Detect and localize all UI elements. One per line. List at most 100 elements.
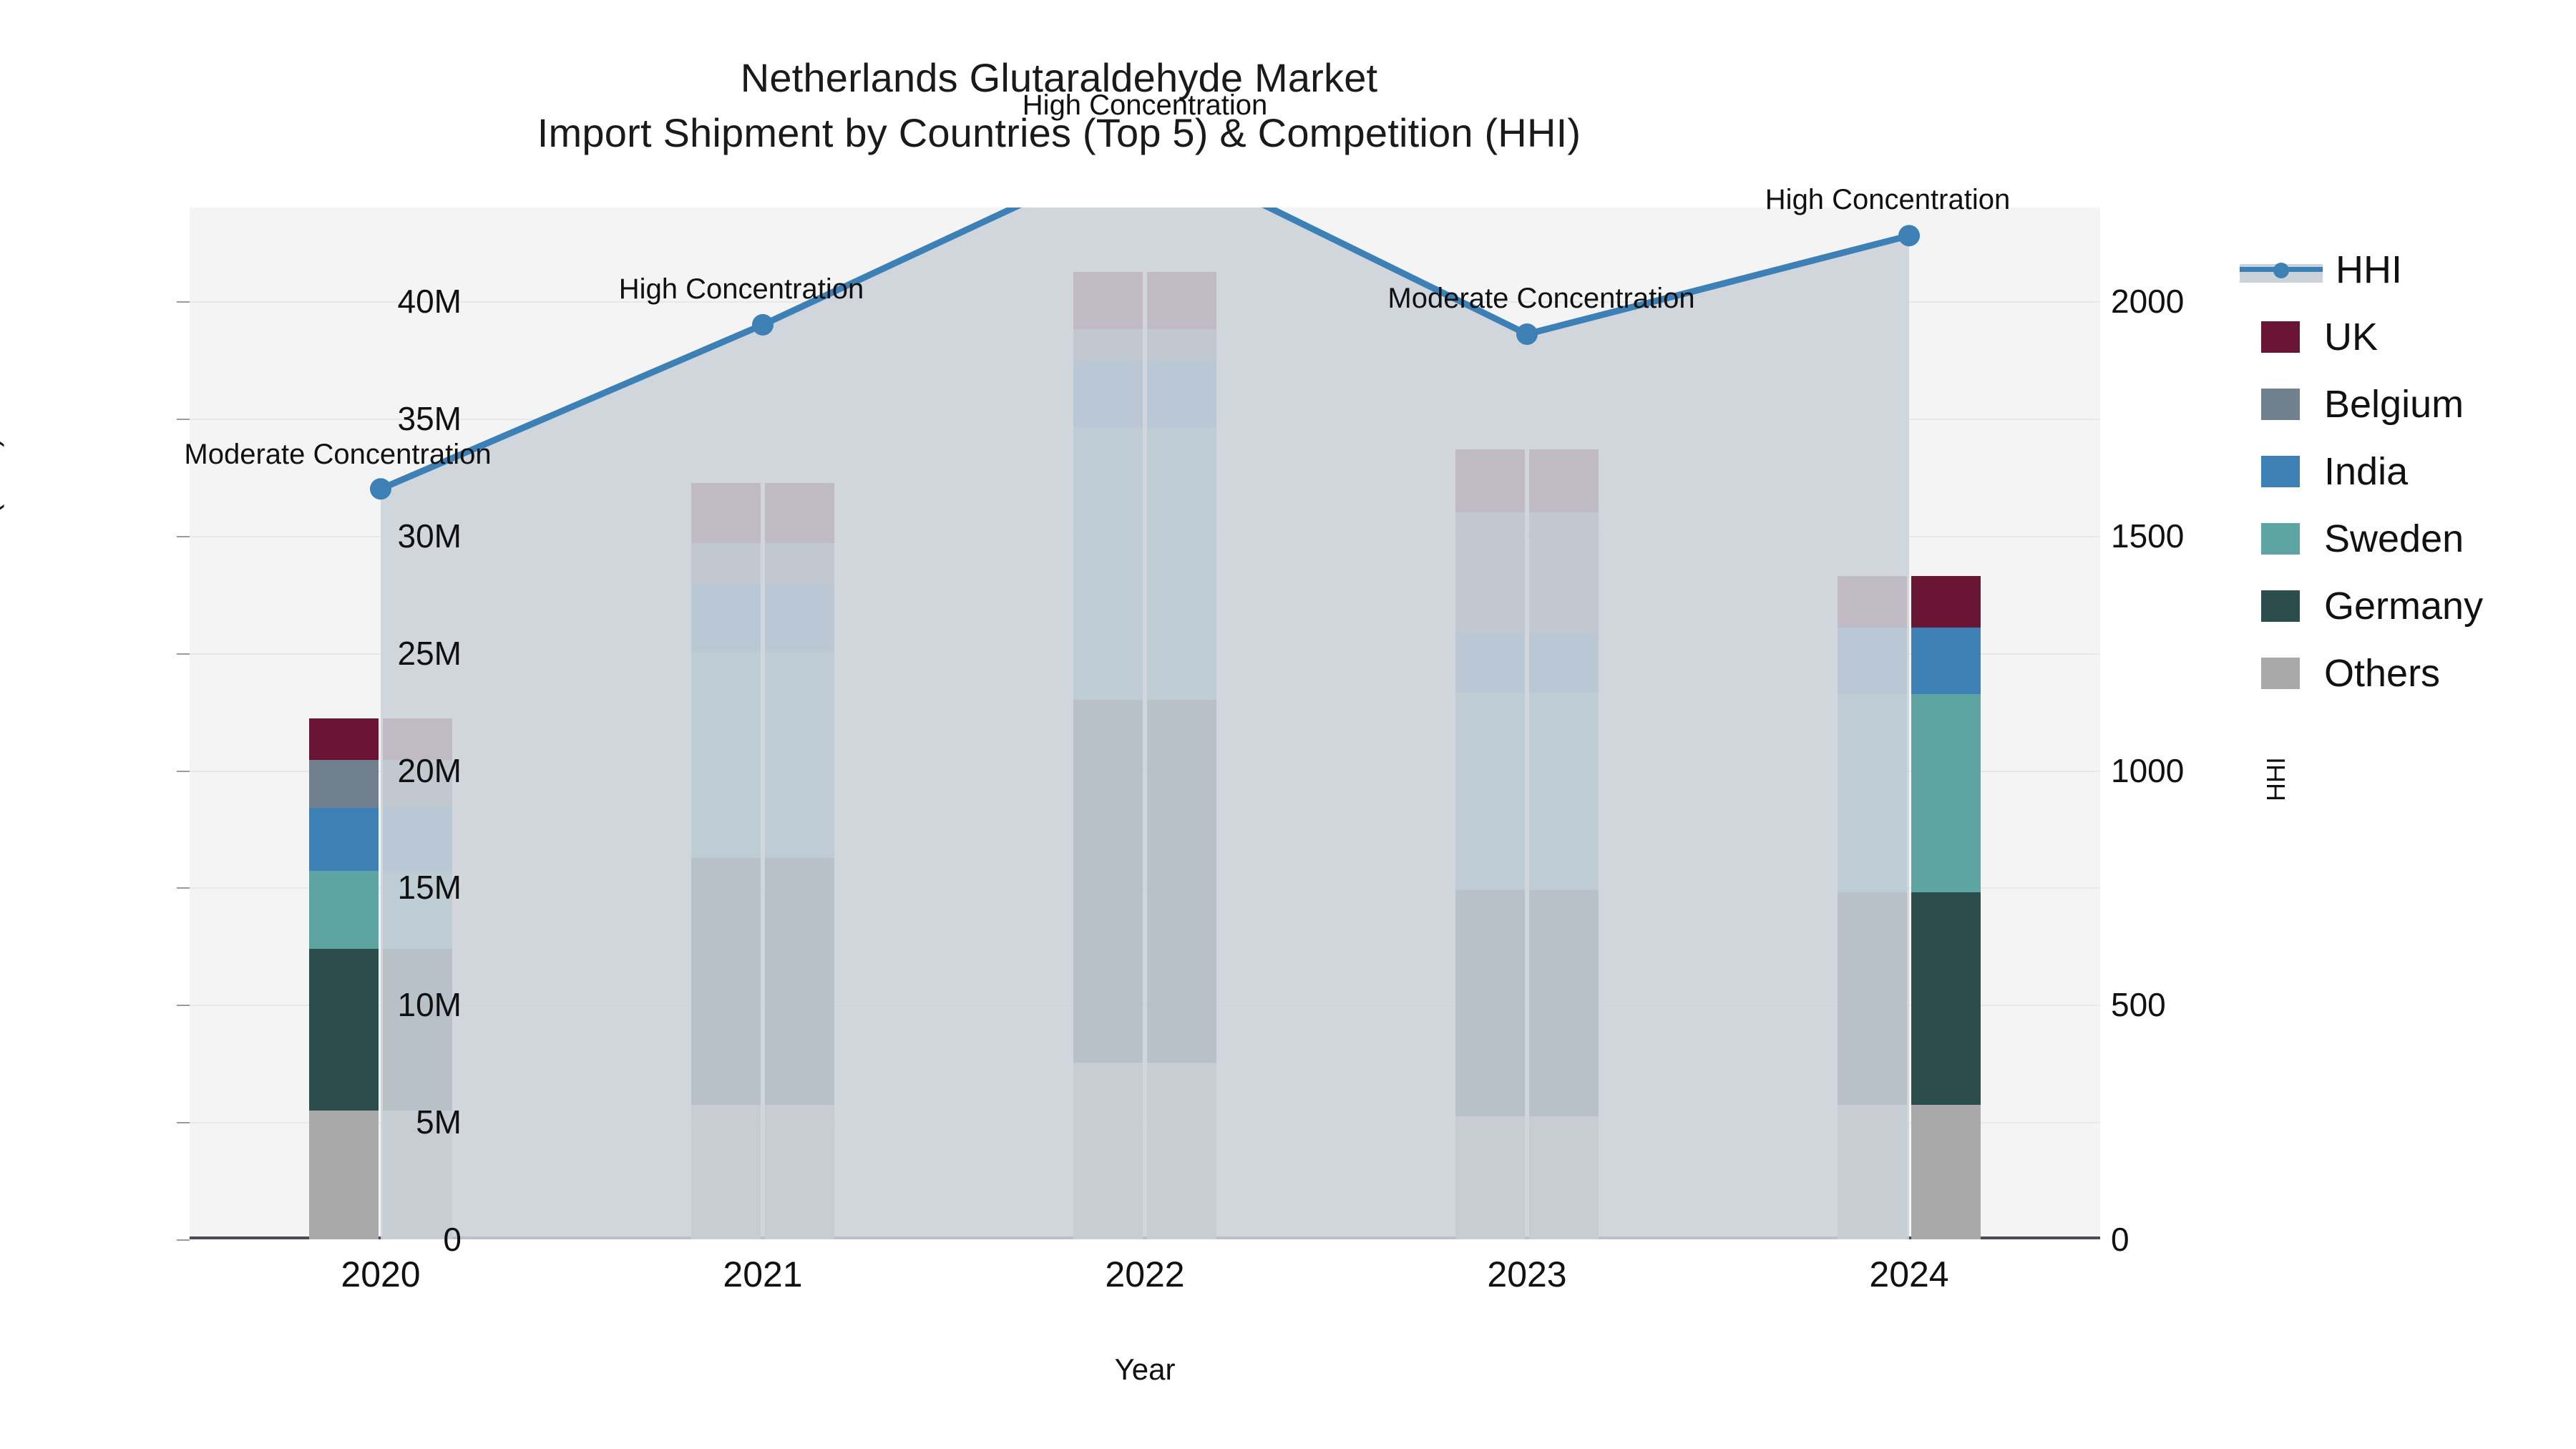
legend-swatch-india	[2261, 456, 2300, 487]
bar-segment-india[interactable]	[765, 584, 834, 653]
x-tick-label-2023: 2023	[1487, 1254, 1567, 1294]
bar-segment-sweden[interactable]	[1147, 428, 1216, 701]
bar-segment-sweden[interactable]	[309, 871, 379, 949]
gridline	[190, 887, 2100, 889]
bar-segment-others[interactable]	[1911, 1104, 1981, 1239]
bar-segment-others[interactable]	[1147, 1062, 1216, 1239]
bar-segment-india[interactable]	[1911, 627, 1981, 695]
gridline	[190, 1005, 2100, 1007]
legend-item-india[interactable]: India	[2261, 438, 2483, 505]
gridline	[190, 418, 2100, 420]
bar-segment-germany[interactable]	[1838, 892, 1907, 1105]
x-tick-label-2021: 2021	[723, 1254, 803, 1294]
bar-segment-belgium[interactable]	[309, 759, 379, 808]
bar-segment-sweden[interactable]	[1073, 428, 1143, 701]
y-tick-mark	[177, 535, 190, 537]
bar-segment-belgium[interactable]	[765, 542, 834, 585]
gridline	[190, 770, 2100, 772]
bar-segment-india[interactable]	[309, 807, 379, 872]
bar-segment-others[interactable]	[1529, 1116, 1599, 1239]
legend-label-sweden: Sweden	[2324, 517, 2464, 560]
bar-segment-india[interactable]	[1455, 632, 1525, 693]
annotation-2023: Moderate Concentration	[1387, 282, 1695, 314]
bar-segment-germany[interactable]	[1455, 889, 1525, 1116]
bar-segment-others[interactable]	[1455, 1116, 1525, 1239]
bar-segment-uk[interactable]	[691, 483, 761, 543]
y-tick-label-left: 40M	[397, 283, 462, 321]
bar-segment-others[interactable]	[1838, 1104, 1907, 1239]
bar-segment-germany[interactable]	[1147, 700, 1216, 1063]
bar-segment-germany[interactable]	[1529, 889, 1599, 1116]
bar-segment-belgium[interactable]	[1529, 512, 1599, 633]
legend-swatch-sweden	[2261, 523, 2300, 555]
bar-segment-india[interactable]	[1147, 361, 1216, 429]
legend-item-belgium[interactable]: Belgium	[2261, 371, 2483, 438]
bar-segment-sweden[interactable]	[1838, 694, 1907, 892]
gridline	[190, 301, 2100, 303]
chart-title-block: Netherlands Glutaraldehyde Market Import…	[0, 50, 2118, 161]
x-tick-label-2020: 2020	[341, 1254, 421, 1294]
bar-segment-uk[interactable]	[1073, 272, 1143, 330]
y-tick-mark	[177, 1122, 190, 1124]
legend-item-germany[interactable]: Germany	[2261, 572, 2483, 640]
bar-segment-india[interactable]	[383, 807, 452, 872]
bar-segment-india[interactable]	[1073, 361, 1143, 429]
y-tick-label-right: 500	[2111, 986, 2166, 1024]
y-tick-label-left: 25M	[397, 634, 462, 672]
bar-segment-uk[interactable]	[309, 718, 379, 760]
y-tick-mark	[177, 770, 190, 772]
bar-segment-sweden[interactable]	[1911, 694, 1981, 892]
bar-segment-sweden[interactable]	[1529, 693, 1599, 890]
legend-item-uk[interactable]: UK	[2261, 303, 2483, 371]
bar-segment-germany[interactable]	[765, 858, 834, 1105]
bar-segment-germany[interactable]	[1911, 892, 1981, 1105]
bar-segment-sweden[interactable]	[691, 652, 761, 859]
gridline	[190, 653, 2100, 655]
bar-segment-belgium[interactable]	[691, 542, 761, 585]
x-tick-label-2022: 2022	[1105, 1254, 1185, 1294]
x-tick-label-2024: 2024	[1869, 1254, 1949, 1294]
y-tick-mark	[177, 653, 190, 655]
bar-segment-uk[interactable]	[1529, 449, 1599, 513]
bar-segment-others[interactable]	[691, 1104, 761, 1239]
bar-segment-uk[interactable]	[1455, 449, 1525, 513]
bar-segment-germany[interactable]	[383, 948, 452, 1111]
y-tick-label-right: 1500	[2111, 517, 2185, 555]
bar-segment-india[interactable]	[1529, 632, 1599, 693]
legend-item-hhi[interactable]: HHI	[2240, 236, 2483, 303]
bar-segment-uk[interactable]	[1838, 575, 1907, 628]
legend-item-others[interactable]: Others	[2261, 640, 2483, 707]
bar-segment-others[interactable]	[765, 1104, 834, 1239]
bar-segment-sweden[interactable]	[1455, 693, 1525, 890]
y-tick-label-left: 10M	[397, 986, 462, 1024]
legend-label-uk: UK	[2324, 316, 2379, 358]
bar-segment-others[interactable]	[1073, 1062, 1143, 1239]
bar-segment-india[interactable]	[691, 584, 761, 653]
y-tick-mark	[177, 1005, 190, 1007]
legend-label-germany: Germany	[2324, 585, 2484, 628]
bar-segment-others[interactable]	[309, 1110, 379, 1239]
legend-label-others: Others	[2324, 652, 2441, 695]
bar-segment-belgium[interactable]	[1455, 512, 1525, 633]
legend-marker-dot	[2273, 263, 2289, 278]
bar-segment-germany[interactable]	[1073, 700, 1143, 1063]
y-tick-label-left: 0	[443, 1221, 462, 1258]
legend-item-sweden[interactable]: Sweden	[2261, 505, 2483, 572]
legend-label-belgium: Belgium	[2324, 383, 2464, 426]
bar-segment-uk[interactable]	[765, 483, 834, 543]
y-tick-label-left: 35M	[397, 399, 462, 437]
y-tick-label-left: 15M	[397, 869, 462, 907]
bar-segment-belgium[interactable]	[1073, 329, 1143, 361]
bar-segment-uk[interactable]	[1911, 575, 1981, 628]
annotation-2024: High Concentration	[1765, 184, 2011, 216]
bar-segment-sweden[interactable]	[765, 652, 834, 859]
y-tick-mark	[177, 301, 190, 303]
bar-segment-india[interactable]	[1838, 627, 1907, 695]
bar-segment-germany[interactable]	[691, 858, 761, 1105]
bar-segment-germany[interactable]	[309, 948, 379, 1111]
legend-swatch-belgium	[2261, 389, 2300, 420]
bar-segment-uk[interactable]	[1147, 272, 1216, 330]
x-axis-baseline	[190, 1236, 2100, 1239]
bar-segment-belgium[interactable]	[1147, 329, 1216, 361]
